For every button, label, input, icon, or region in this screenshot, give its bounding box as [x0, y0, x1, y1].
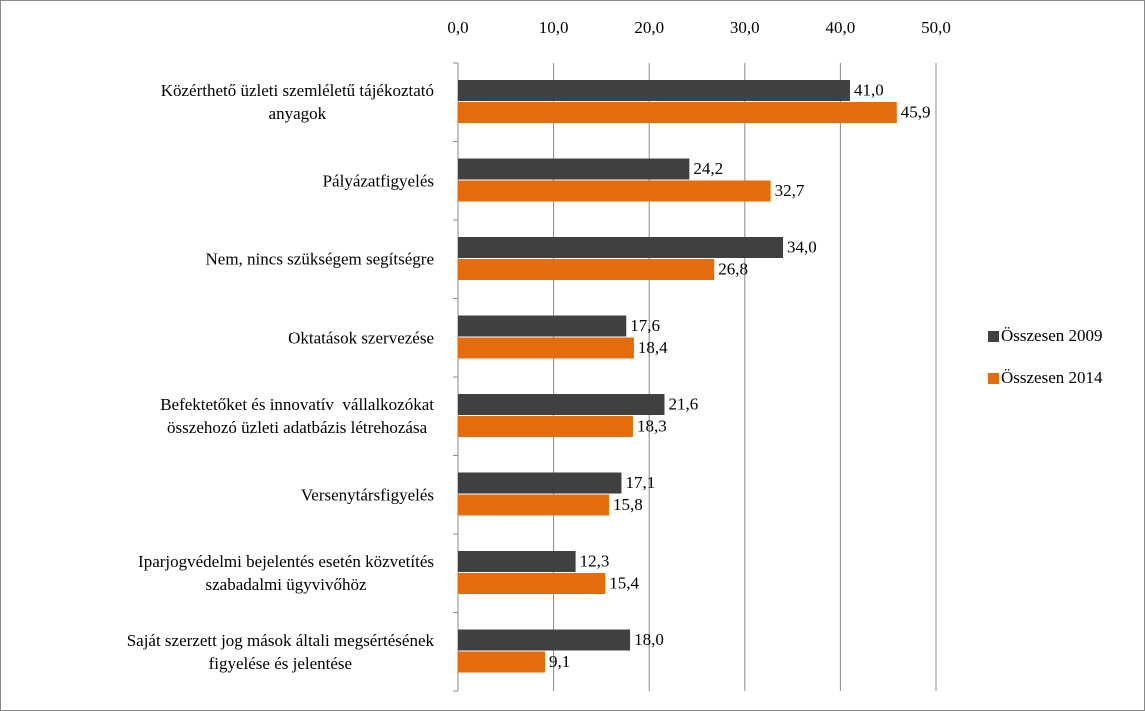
bar — [458, 259, 715, 280]
value-label: 21,6 — [668, 394, 698, 413]
category-label: Befektetőket és innovatív vállalkozókat … — [160, 395, 434, 437]
category-label: Oktatások szervezése — [288, 328, 434, 347]
value-label: 17,1 — [625, 473, 655, 492]
value-label: 18,0 — [634, 630, 664, 649]
value-label: 17,6 — [630, 316, 660, 335]
bar — [458, 80, 850, 101]
x-tick-label: 40,0 — [826, 18, 856, 37]
category-label: Közérthető üzleti szemléletű tájékoztató… — [160, 81, 434, 123]
category-label: Saját szerzett jog mások általi megsérté… — [126, 630, 434, 673]
value-label: 32,7 — [775, 181, 805, 200]
value-label: 9,1 — [549, 652, 570, 671]
bar — [458, 102, 897, 123]
bar — [458, 315, 627, 337]
value-label: 45,9 — [901, 102, 931, 121]
category-label: Versenytársfigyelés — [300, 485, 434, 504]
bar — [458, 573, 606, 594]
bar — [458, 494, 610, 516]
bar — [458, 237, 784, 258]
legend-swatch — [988, 373, 999, 384]
legend-swatch — [988, 331, 999, 342]
bar — [458, 337, 634, 359]
bar — [458, 551, 576, 572]
legend-label: Összesen 2009 — [1001, 326, 1103, 345]
bar — [458, 629, 631, 651]
bar — [458, 472, 622, 494]
category-label: Nem, nincs szükségem segítségre — [205, 249, 435, 269]
bar — [458, 394, 665, 415]
value-label: 18,4 — [638, 338, 668, 357]
value-label: 24,2 — [693, 159, 723, 178]
x-tick-label: 50,0 — [921, 18, 951, 37]
x-tick-label: 20,0 — [634, 18, 664, 37]
value-label: 15,4 — [609, 573, 639, 592]
value-label: 34,0 — [787, 237, 817, 256]
x-tick-label: 10,0 — [539, 18, 569, 37]
value-label: 18,3 — [637, 416, 667, 435]
bar — [458, 416, 633, 437]
bar — [458, 158, 690, 180]
category-label: Pályázatfigyelés — [322, 171, 434, 190]
x-tick-label: 0,0 — [447, 18, 468, 37]
bar — [458, 180, 771, 202]
legend-label: Összesen 2014 — [1001, 368, 1103, 387]
value-label: 12,3 — [580, 551, 610, 570]
category-label: Iparjogvédelmi bejelentés esetén közvetí… — [138, 552, 434, 594]
x-tick-label: 30,0 — [730, 18, 760, 37]
value-label: 26,8 — [718, 259, 748, 278]
value-label: 41,0 — [854, 80, 884, 99]
value-label: 15,8 — [613, 495, 643, 514]
bar — [458, 651, 545, 673]
